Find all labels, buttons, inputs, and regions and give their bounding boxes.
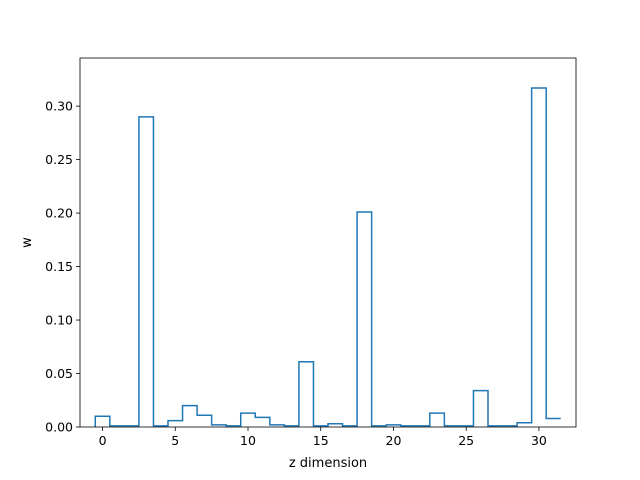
x-axis: 0 5 10 15 20 25 30	[99, 427, 547, 448]
y-tick-label: 0.25	[45, 152, 73, 167]
y-tick-label: 0.00	[45, 420, 73, 435]
x-tick-label: 10	[240, 433, 256, 448]
x-tick-label: 5	[171, 433, 179, 448]
y-axis-label: w	[20, 237, 35, 248]
x-tick-label: 0	[99, 433, 107, 448]
x-tick-label: 30	[531, 433, 547, 448]
series-line	[94, 87, 561, 427]
y-tick-label: 0.10	[45, 313, 73, 328]
x-tick-label: 20	[386, 433, 402, 448]
x-tick-label: 25	[458, 433, 474, 448]
y-tick-label: 0.30	[45, 99, 73, 114]
y-tick-label: 0.20	[45, 206, 73, 221]
y-tick-label: 0.05	[45, 366, 73, 381]
x-tick-label: 15	[313, 433, 329, 448]
y-axis: 0.00 0.05 0.10 0.15 0.20 0.25 0.30	[45, 99, 80, 435]
axes-frame	[79, 57, 577, 428]
y-tick-label: 0.15	[45, 259, 73, 274]
plot-area	[94, 87, 561, 427]
x-axis-label: z dimension	[289, 456, 367, 471]
